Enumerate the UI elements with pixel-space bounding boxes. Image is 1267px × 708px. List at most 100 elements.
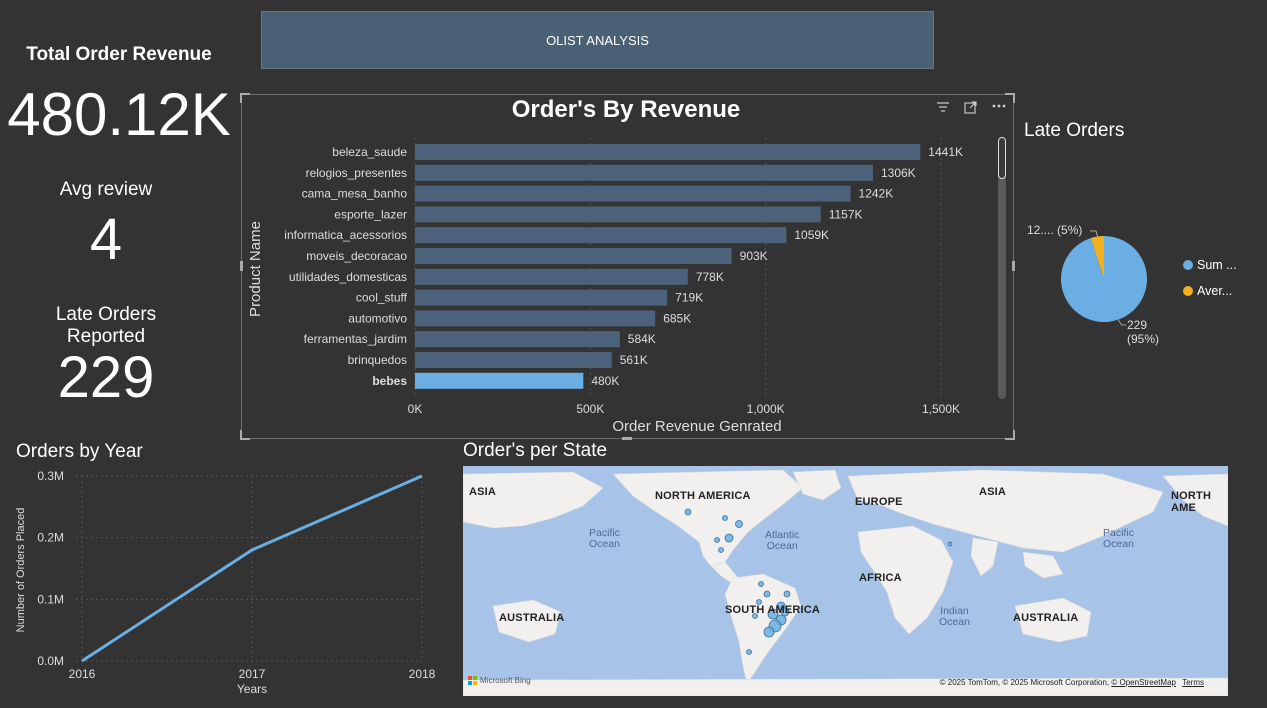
bar-data-label: 778K: [696, 270, 724, 284]
bar[interactable]: [415, 268, 688, 285]
bar-x-tick-label: 1,500K: [922, 402, 960, 416]
bar-data-label: 561K: [620, 353, 648, 367]
line-x-tick-label: 2017: [239, 667, 266, 681]
order-point: [724, 533, 734, 543]
order-point: [718, 547, 724, 553]
resize-handle-right[interactable]: [1012, 261, 1015, 271]
order-point: [722, 515, 728, 521]
bar-data-label: 1059K: [794, 228, 829, 242]
resize-corner-top-right[interactable]: [1005, 93, 1015, 103]
line-chart: 0.0M 0.1M 0.2M 0.3M 2016 2017 2018 Years Number …: [15, 469, 436, 696]
bar[interactable]: [415, 289, 668, 306]
vertical-scrollbar[interactable]: [998, 137, 1006, 399]
line-y-axis-label: Number of Orders Placed: [15, 508, 27, 633]
order-point: [746, 649, 752, 655]
bar[interactable]: [415, 331, 620, 348]
map-label-pacific-ocean: Pacific Ocean: [589, 527, 620, 550]
line-chart-title: Orders by Year: [16, 441, 143, 462]
microsoft-logo-icon: [468, 676, 477, 685]
bar-x-axis-label: Order Revenue Genrated: [612, 418, 781, 435]
pie-chart: 12.... (5%) 229(95%): [1027, 223, 1159, 346]
pie-label-sum-pct: (95%): [1127, 332, 1159, 346]
scrollbar-thumb[interactable]: [998, 137, 1006, 179]
bar-category-label: ferramentas_jardim: [304, 332, 407, 346]
line-y-tick-label: 0.3M: [37, 469, 64, 483]
line-y-tick-label: 0.2M: [37, 531, 64, 545]
bar-data-label: 903K: [740, 249, 768, 263]
total-revenue-value: 480.12K: [7, 81, 231, 148]
pie-label-sum: 229: [1127, 318, 1147, 332]
order-point: [684, 508, 692, 516]
filter-icon[interactable]: [936, 101, 950, 113]
order-point: [763, 590, 771, 598]
bar[interactable]: [415, 352, 612, 368]
line-series[interactable]: [81, 474, 423, 663]
resize-corner-bottom-right[interactable]: [1005, 430, 1015, 440]
legend-label: Sum ...: [1197, 258, 1237, 272]
bar-y-axis-label: Product Name: [247, 221, 264, 317]
map-label-asia: ASIA: [469, 486, 497, 498]
bar-chart: Order's By Revenue 0K 500K 1,000K 1,500K bele…: [247, 96, 963, 435]
bar-x-tick-label: 500K: [576, 402, 604, 416]
bar-category-label: cool_stuff: [356, 291, 408, 305]
pie-legend-item-average[interactable]: Aver...: [1183, 284, 1232, 298]
map-land: [463, 469, 1228, 696]
order-point: [763, 626, 775, 638]
map-label-australia-west: AUSTRALIA: [499, 612, 565, 624]
total-revenue-label: Total Order Revenue: [26, 44, 212, 65]
bar[interactable]: [415, 164, 873, 181]
avg-review-label: Avg review: [59, 179, 153, 200]
map-label-indian-ocean: Indian Ocean: [939, 605, 970, 628]
map-label-pacific-ocean-east: Pacific Ocean: [1103, 527, 1134, 550]
bar[interactable]: [415, 372, 584, 389]
bar-chart-visual[interactable]: [240, 93, 1015, 440]
order-point: [758, 581, 764, 587]
bar-data-label: 1441K: [928, 145, 963, 159]
terms-link[interactable]: Terms: [1182, 678, 1204, 687]
bar-category-label: informatica_acessorios: [284, 228, 407, 242]
late-orders-label: Late Orders Reported: [0, 304, 212, 348]
more-options-icon[interactable]: [992, 103, 1006, 109]
bar[interactable]: [415, 248, 732, 264]
resize-corner-bottom-left[interactable]: [240, 430, 250, 440]
bar[interactable]: [415, 206, 821, 223]
order-point: [752, 613, 758, 619]
bar-data-label: 584K: [628, 332, 656, 346]
bar-data-label: 719K: [675, 291, 703, 305]
bar-x-tick-label: 1,000K: [747, 402, 785, 416]
map-label-north-america-wrap: NORTH AME: [1171, 490, 1212, 514]
order-point: [767, 608, 779, 620]
bar[interactable]: [415, 227, 787, 244]
order-point: [783, 590, 791, 598]
bar-category-label: bebes: [372, 374, 407, 388]
bar[interactable]: [415, 310, 656, 327]
late-orders-value: 229: [57, 345, 155, 410]
legend-dot-icon: [1183, 286, 1193, 296]
map-title: Order's per State: [463, 440, 608, 461]
focus-mode-icon[interactable]: [964, 101, 977, 114]
bar-data-label: 1306K: [881, 166, 916, 180]
resize-handle-left[interactable]: [240, 261, 243, 271]
bar-chart-title: Order's By Revenue: [512, 96, 740, 123]
bar-data-label: 1242K: [859, 187, 894, 201]
page-title: OLIST ANALYSIS: [546, 32, 649, 48]
bar-category-label: moveis_decoracao: [306, 249, 407, 263]
pie-slice[interactable]: [1061, 236, 1147, 322]
resize-corner-top-left[interactable]: [240, 93, 250, 103]
pie-legend-item-sum[interactable]: Sum ...: [1183, 258, 1237, 272]
bar[interactable]: [415, 144, 921, 160]
bar[interactable]: [415, 185, 851, 202]
bar-category-label: cama_mesa_banho: [302, 187, 408, 201]
pie-chart-title: Late Orders: [1024, 120, 1125, 141]
world-map[interactable]: ASIA NORTH AMERICA EUROPE ASIA NORTH AME…: [463, 466, 1228, 696]
pie-leader-line: [1117, 319, 1126, 326]
resize-handle-bottom[interactable]: [622, 437, 632, 440]
map-attribution: © 2025 TomTom, © 2025 Microsoft Corporat…: [939, 678, 1204, 687]
map-label-australia-east: AUSTRALIA: [1013, 612, 1079, 624]
bar-category-label: esporte_lazer: [334, 207, 407, 221]
line-y-tick-label: 0.0M: [37, 654, 64, 668]
pie-slice[interactable]: [1090, 236, 1104, 279]
bar-category-label: beleza_saude: [332, 145, 407, 159]
bar-category-label: relogios_presentes: [306, 166, 407, 180]
openstreetmap-link[interactable]: © OpenStreetMap: [1111, 678, 1176, 687]
